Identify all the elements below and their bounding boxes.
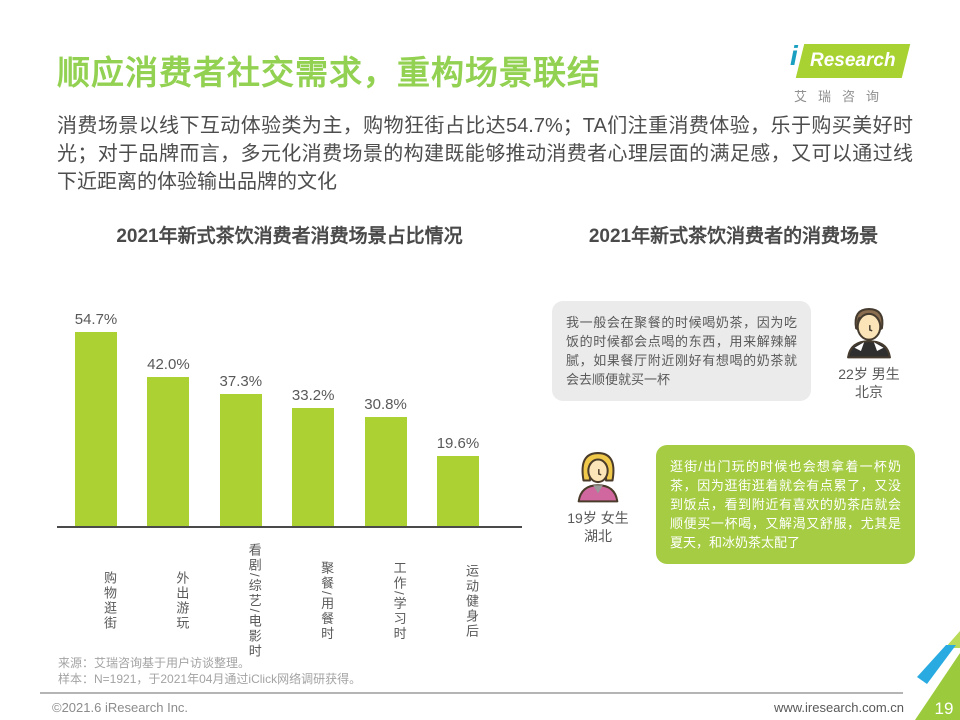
- corner-blue-stripe: [917, 645, 956, 684]
- main-content: 2021年新式茶饮消费者消费场景占比情况 54.7% 42.0% 37.3% 33.2…: [57, 226, 915, 665]
- bar-column: 37.3%: [220, 373, 262, 526]
- iresearch-logo-mark: i Research: [790, 40, 911, 80]
- persona-location: 北京: [855, 384, 883, 400]
- bar-column: 54.7%: [75, 311, 117, 526]
- quotes-container: 我一般会在聚餐的时候喝奶茶，因为吃饭的时候都会点喝的东西，用来解辣解腻，如果餐厅…: [552, 301, 915, 564]
- x-axis-labels: 购物逛街 外出游玩 看剧/综艺/电影时 聚餐/用餐时 工作/学习时 运动健身后: [57, 537, 522, 665]
- x-axis-label: 运动健身后: [463, 563, 479, 639]
- x-axis-label: 外出游玩: [174, 571, 190, 631]
- persona-age-gender: 19岁 女生: [567, 510, 629, 526]
- bar-column: 33.2%: [292, 387, 334, 526]
- bar: [436, 456, 479, 526]
- bar-column: 30.8%: [364, 395, 407, 526]
- sample-note: 样本：N=1921，于2021年04月通过iClick网络调研获得。: [58, 672, 362, 686]
- persona-location: 湖北: [584, 528, 612, 544]
- intro-paragraph: 消费场景以线下互动体验类为主，购物狂街占比达54.7%；TA们注重消费体验，乐于…: [57, 115, 913, 193]
- footer-row: ©2021.6 iResearch Inc. www.iresearch.com…: [52, 700, 904, 715]
- bar: [364, 416, 407, 526]
- iresearch-logo: i Research 艾瑞咨询: [790, 40, 911, 105]
- quote-bubble: 我一般会在聚餐的时候喝奶茶，因为吃饭的时候都会点喝的东西，用来解辣解腻，如果餐厅…: [552, 301, 811, 401]
- persona-age-gender: 22岁 男生: [838, 366, 900, 382]
- bar: [292, 408, 335, 526]
- copyright-text: ©2021.6 iResearch Inc.: [52, 700, 189, 715]
- bar: [219, 393, 262, 526]
- x-axis-label: 聚餐/用餐时: [319, 560, 335, 642]
- page-corner-decoration: 19: [915, 631, 960, 720]
- bar-value-label: 54.7%: [74, 310, 118, 328]
- corner-light-green-triangle: [945, 631, 960, 648]
- bar-chart-plot: 54.7% 42.0% 37.3% 33.2% 30.8% 19.6%: [57, 286, 522, 526]
- source-notes: 来源：艾瑞咨询基于用户访谈整理。 样本：N=1921，于2021年04月通过iC…: [58, 655, 361, 687]
- persona-block: 22岁 男生 北京: [823, 301, 915, 401]
- bar-column: 19.6%: [437, 435, 479, 526]
- bar-value-label: 30.8%: [364, 395, 407, 413]
- bar-chart-section: 2021年新式茶饮消费者消费场景占比情况 54.7% 42.0% 37.3% 33.2…: [57, 226, 522, 665]
- bar-chart-title: 2021年新式茶饮消费者消费场景占比情况: [116, 226, 463, 247]
- logo-brand-text: Research: [810, 50, 896, 71]
- persona-block: 19岁 女生 湖北: [552, 445, 644, 545]
- persona-label: 19岁 女生 湖北: [567, 509, 628, 545]
- bar: [75, 331, 117, 526]
- male-avatar-icon: [843, 301, 895, 359]
- footer-divider: [40, 692, 903, 694]
- consumption-scenes-section: 2021年新式茶饮消费者的消费场景 我一般会在聚餐的时候喝奶茶，因为吃饭的时候都…: [552, 226, 915, 665]
- page-title: 顺应消费者社交需求，重构场景联结: [57, 54, 601, 91]
- bar-value-label: 37.3%: [219, 372, 263, 390]
- x-axis-line: [57, 526, 522, 528]
- logo-subtitle: 艾瑞咨询: [794, 89, 891, 104]
- scenes-title: 2021年新式茶饮消费者的消费场景: [588, 226, 879, 247]
- persona-label: 22岁 男生 北京: [838, 365, 899, 401]
- logo-i-letter: i: [790, 40, 798, 71]
- page-number: 19: [935, 699, 954, 718]
- female-avatar-icon: [572, 445, 624, 503]
- website-link[interactable]: www.iresearch.com.cn: [773, 700, 904, 715]
- quote-row: 我一般会在聚餐的时候喝奶茶，因为吃饭的时候都会点喝的东西，用来解辣解腻，如果餐厅…: [552, 301, 915, 401]
- quote-row: 19岁 女生 湖北 逛街/出门玩的时候也会想拿着一杯奶茶，因为逛街逛着就会有点累了，…: [552, 445, 915, 564]
- logo-green-band: Research: [795, 44, 911, 78]
- bar-column: 42.0%: [147, 355, 190, 526]
- bar: [147, 376, 190, 526]
- source-note: 来源：艾瑞咨询基于用户访谈整理。: [58, 656, 251, 670]
- x-axis-label: 看剧/综艺/电影时: [246, 542, 262, 660]
- quote-bubble: 逛街/出门玩的时候也会想拿着一杯奶茶，因为逛街逛着就会有点累了，又没到饭点，看到…: [656, 445, 915, 564]
- x-axis-label: 购物逛街: [102, 571, 117, 631]
- bar-value-label: 33.2%: [291, 387, 335, 405]
- bar-value-label: 19.6%: [436, 435, 480, 453]
- corner-green-triangle: [915, 653, 960, 720]
- x-axis-label: 工作/学习时: [391, 560, 407, 642]
- bar-value-label: 42.0%: [147, 355, 190, 373]
